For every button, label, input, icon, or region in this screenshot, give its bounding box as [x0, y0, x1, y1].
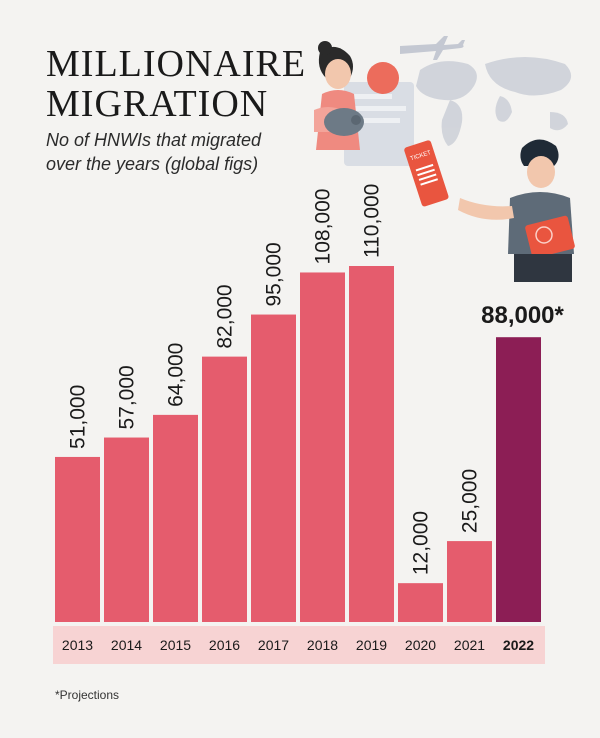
value-label-2014: 57,000 — [116, 365, 139, 429]
bar-2022 — [496, 337, 541, 622]
value-label-2017: 95,000 — [263, 242, 286, 306]
x-tick-2016: 2016 — [209, 637, 240, 653]
value-label-2021: 25,000 — [459, 469, 482, 533]
x-tick-2018: 2018 — [307, 637, 338, 653]
value-label-2022: 88,000* — [481, 302, 564, 329]
x-tick-2013: 2013 — [62, 637, 93, 653]
bar-2017 — [251, 314, 296, 622]
x-tick-2020: 2020 — [405, 637, 436, 653]
x-tick-2015: 2015 — [160, 637, 191, 653]
airplane-icon — [400, 36, 465, 60]
value-label-2016: 82,000 — [214, 284, 237, 348]
x-tick-2019: 2019 — [356, 637, 387, 653]
value-label-2015: 64,000 — [165, 343, 188, 407]
bar-2021 — [447, 541, 492, 622]
value-label-2020: 12,000 — [410, 511, 433, 575]
title-line-1: MILLIONAIRE — [46, 43, 307, 85]
ticket-icon: TICKET — [404, 140, 449, 207]
value-label-2013: 51,000 — [67, 385, 90, 449]
world-map-icon — [416, 57, 572, 146]
x-tick-2022: 2022 — [503, 637, 534, 653]
x-tick-2014: 2014 — [111, 637, 142, 653]
bar-2013 — [55, 456, 100, 622]
value-label-2018: 108,000 — [312, 189, 335, 265]
x-tick-2021: 2021 — [454, 637, 485, 653]
projections-footnote: *Projections — [55, 688, 120, 702]
subtitle: No of HNWIs that migrated over the years… — [46, 130, 262, 174]
x-axis-strip — [53, 626, 545, 664]
bar-2020 — [398, 583, 443, 622]
bar-2018 — [300, 272, 345, 622]
bar-2016 — [202, 356, 247, 622]
bars-layer — [55, 266, 541, 622]
value-label-2019: 110,000 — [361, 184, 384, 258]
bar-2019 — [349, 266, 394, 622]
woman-with-piggy-bank-icon — [314, 41, 414, 166]
bar-2014 — [104, 437, 149, 622]
x-tick-2017: 2017 — [258, 637, 289, 653]
title-line-2: MIGRATION — [46, 83, 269, 125]
bar-2015 — [153, 414, 198, 622]
page-title: MILLIONAIRE MIGRATION — [46, 44, 306, 124]
migration-illustration: TICKET — [314, 36, 575, 282]
x-axis: 2013 2014 2015 2016 2017 2018 2019 2020 2021 2022 — [53, 626, 545, 664]
man-with-passport-icon — [458, 139, 575, 282]
value-labels-layer: 51,000 57,000 64,000 82,000 95,000 108,000 110… — [67, 184, 565, 576]
